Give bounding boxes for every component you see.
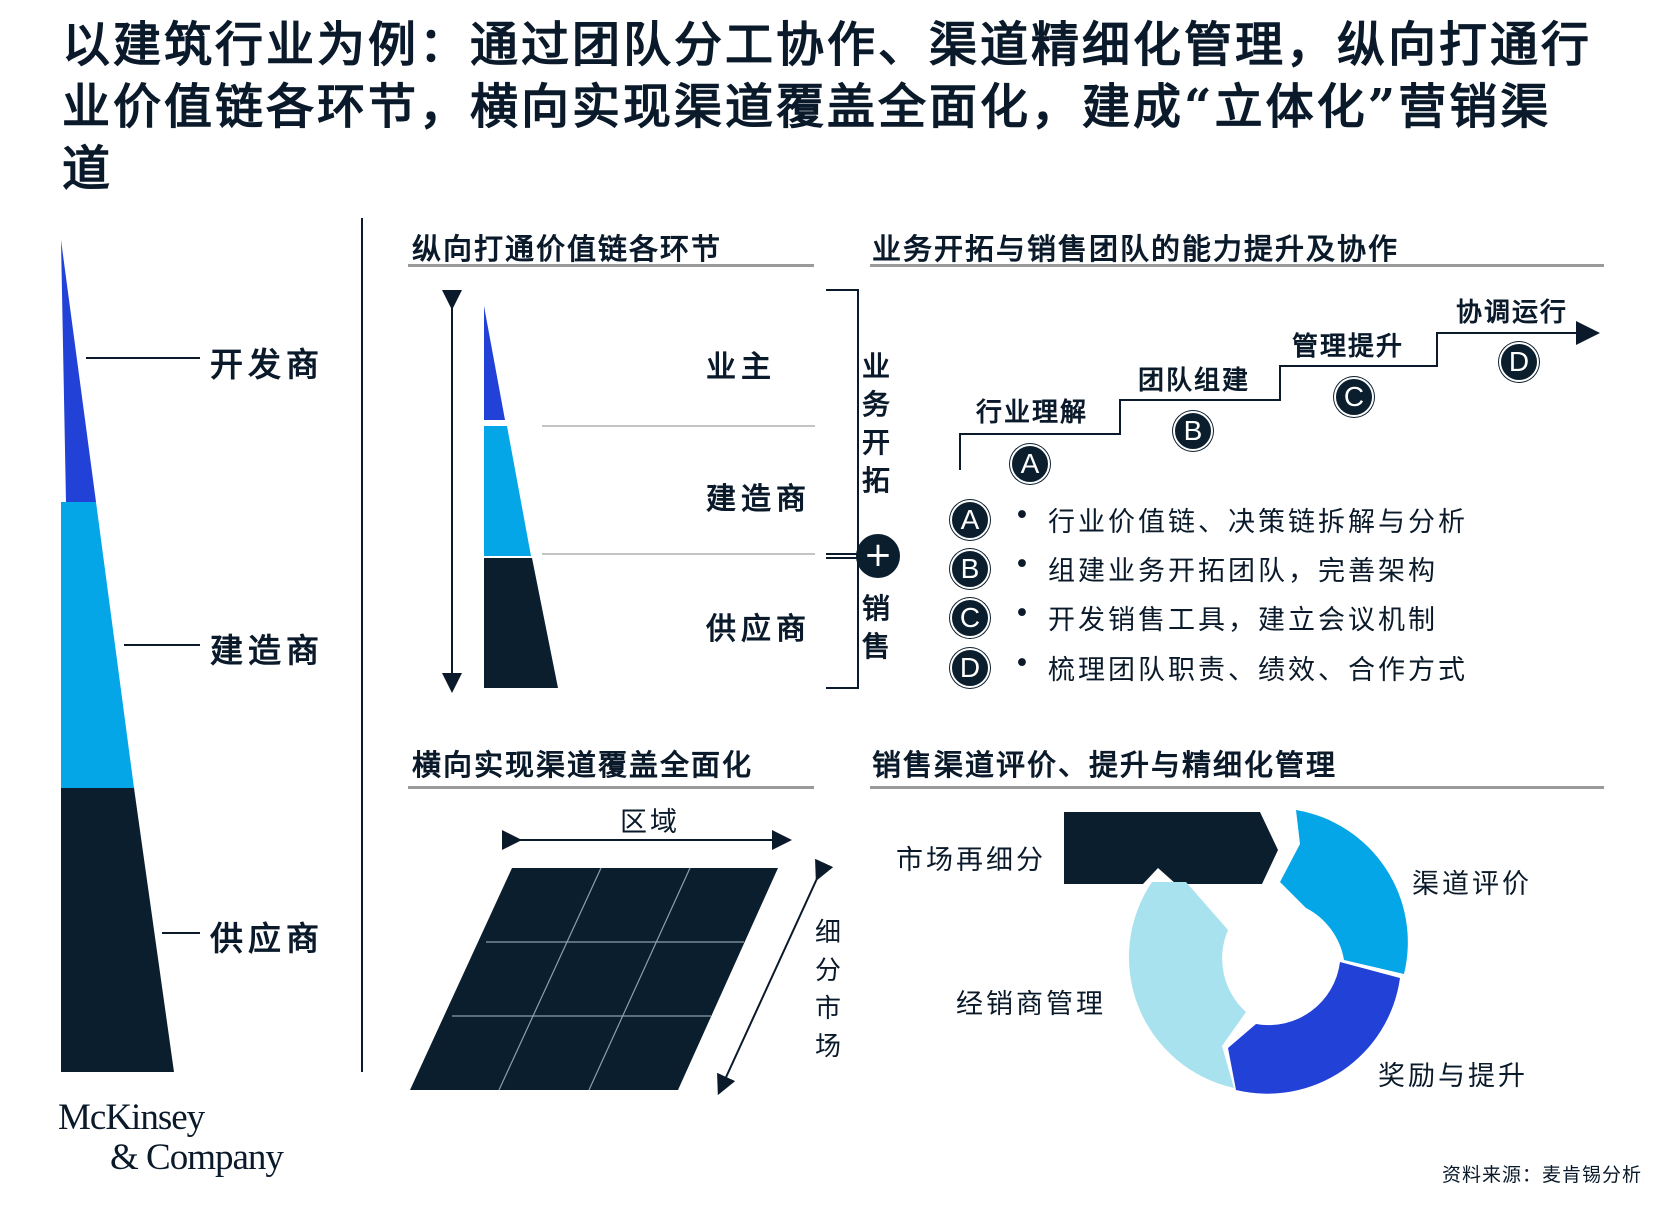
step-label-d: 协调运行 <box>1456 298 1569 328</box>
section-rule-horizontal <box>408 786 814 789</box>
step-badge-c: C <box>1334 377 1374 417</box>
pyramid-label-builder: 建造商 <box>210 631 324 670</box>
cycle-segment-evaluation <box>1280 810 1408 974</box>
cycle-segment-incentive <box>1228 962 1400 1094</box>
pyramid-tier-supplier <box>61 788 174 1072</box>
list-item-d: 梳理团队职责、绩效、合作方式 <box>1048 655 1468 686</box>
step-label-b: 团队组建 <box>1138 366 1251 396</box>
bracket-top <box>826 289 859 555</box>
cycle-segment-resegment <box>1064 812 1278 884</box>
list-badge-b: B <box>950 549 990 589</box>
tier-label-builder: 建造商 <box>706 482 811 517</box>
list-badge-a: A <box>950 500 990 540</box>
step-badge-b: B <box>1173 411 1213 451</box>
section-heading-channel: 销售渠道评价、提升与精细化管理 <box>872 748 1338 782</box>
list-item-a: 行业价值链、决策链拆解与分析 <box>1048 507 1468 538</box>
list-bullet: • <box>1014 500 1033 531</box>
grid-line-v1 <box>498 867 602 1091</box>
grid-line-v2 <box>588 867 691 1091</box>
grid-parallelogram <box>410 868 778 1090</box>
segment-label: 细分市场 <box>814 918 841 1062</box>
mini-pyramid-tier-builder <box>484 426 531 556</box>
list-badge-c: C <box>950 598 990 638</box>
step-label-c: 管理提升 <box>1292 332 1405 362</box>
mini-pyramid-tier-supplier <box>484 558 558 688</box>
pyramid-tier-builder <box>61 502 134 788</box>
bracket-label-sales: 销售 <box>861 592 890 663</box>
pyramid-label-developer: 开发商 <box>210 345 324 384</box>
segment-arrow <box>717 858 834 1096</box>
step-badge-d: D <box>1499 342 1539 382</box>
list-bullet: • <box>1014 648 1033 679</box>
page-title: 以建筑行业为例：通过团队分工协作、渠道精细化管理，纵向打通行业价值链各环节，横向… <box>62 17 1593 197</box>
region-label: 区域 <box>620 807 680 838</box>
staircase-line <box>959 321 1600 470</box>
plus-circle <box>856 534 900 578</box>
section-heading-vertical: 纵向打通价值链各环节 <box>412 232 723 266</box>
mini-pyramid-tier-owner <box>484 306 505 420</box>
section-rule-team <box>870 264 1604 267</box>
step-label-a: 行业理解 <box>976 398 1089 428</box>
tier-label-owner: 业主 <box>706 350 776 385</box>
list-item-c: 开发销售工具，建立会议机制 <box>1048 605 1438 636</box>
bracket-label-business-dev: 业务开拓 <box>861 350 890 497</box>
cycle-label-resegment: 市场再细分 <box>896 845 1046 876</box>
section-heading-team: 业务开拓与销售团队的能力提升及协作 <box>872 232 1400 266</box>
cycle-label-distributor: 经销商管理 <box>956 989 1106 1020</box>
logo-line-1: McKinsey <box>58 1097 205 1138</box>
pyramid-label-supplier: 供应商 <box>210 919 324 958</box>
bracket-bottom <box>826 557 859 689</box>
step-badge-a: A <box>1010 444 1050 484</box>
list-badge-d: D <box>950 648 990 688</box>
section-heading-horizontal: 横向实现渠道覆盖全面化 <box>412 748 754 782</box>
cycle-label-evaluation: 渠道评价 <box>1412 869 1532 900</box>
cycle-segment-distributor <box>1128 882 1246 1088</box>
section-rule-vertical <box>408 264 814 267</box>
list-item-b: 组建业务开拓团队，完善架构 <box>1048 556 1438 587</box>
cycle-label-incentive: 奖励与提升 <box>1378 1061 1528 1092</box>
logo-line-2: & Company <box>110 1137 284 1178</box>
tier-label-supplier: 供应商 <box>706 612 811 647</box>
source-note: 资料来源：麦肯锡分析 <box>1441 1164 1642 1186</box>
section-rule-channel <box>870 786 1604 789</box>
list-bullet: • <box>1014 598 1033 629</box>
company-logo: McKinsey & Company <box>58 1097 284 1178</box>
pyramid-tier-developer <box>61 240 96 502</box>
list-bullet: • <box>1014 549 1033 580</box>
plus-icon: + <box>863 535 893 575</box>
